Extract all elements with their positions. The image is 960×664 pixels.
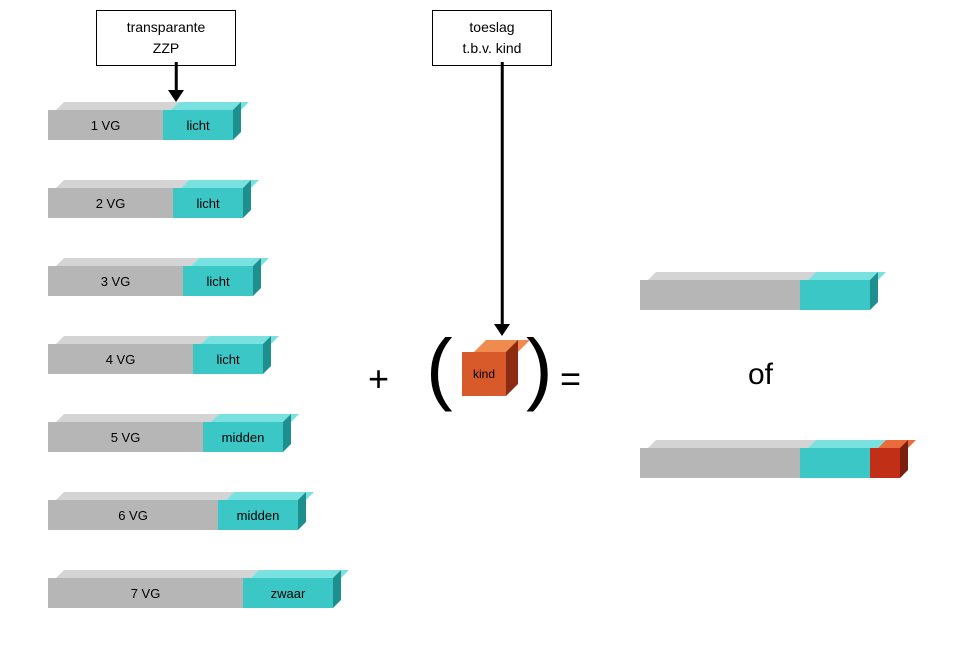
toeslag-label-box: toeslag t.b.v. kind [432, 10, 552, 66]
paren-right: ) [526, 322, 553, 414]
of-operator: of [748, 358, 773, 392]
zzp-label-line2: ZZP [101, 38, 231, 59]
kind-cube-label: kind [462, 352, 506, 396]
zzp-label-line1: transparante [101, 17, 231, 38]
toeslag-label-line2: t.b.v. kind [437, 38, 547, 59]
zzp-arrow [166, 62, 186, 102]
plus-operator: + [368, 358, 389, 400]
zzp-label-box: transparante ZZP [96, 10, 236, 66]
equals-operator: = [560, 358, 581, 400]
toeslag-arrow [492, 62, 512, 336]
toeslag-label-line1: toeslag [437, 17, 547, 38]
paren-left: ( [426, 322, 453, 414]
diagram-root: transparante ZZP toeslag t.b.v. kind 1 V… [0, 0, 960, 664]
